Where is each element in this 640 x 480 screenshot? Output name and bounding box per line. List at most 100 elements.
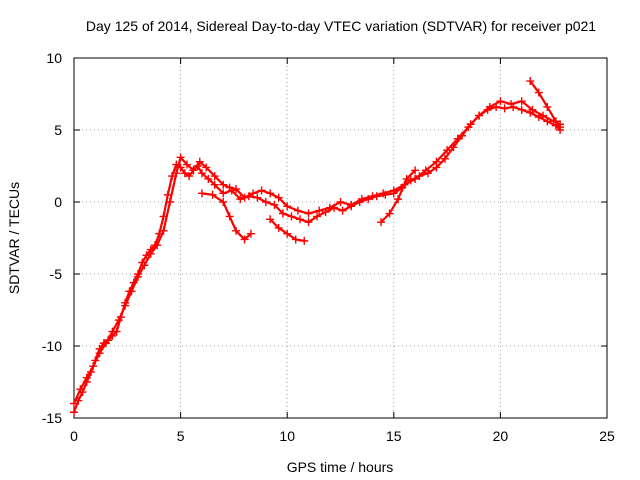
data-point [432,157,441,166]
data-point [70,399,78,408]
y-tick-label: 5 [54,122,62,138]
x-tick-label: 5 [177,428,185,444]
data-point [266,215,275,224]
data-point [89,362,98,371]
data-point [443,146,452,155]
data-point [219,189,228,198]
data-point [517,105,526,114]
data-point [195,157,204,166]
data-point [172,169,181,178]
data-point [146,249,155,258]
data-point [225,183,234,192]
data-series [70,97,565,408]
data-point [114,316,123,325]
y-axis-label: SDTVAR / TECUs [6,182,22,294]
y-tick-label: 0 [54,194,62,210]
data-point [240,193,249,202]
data-point [336,198,345,206]
data-point [300,236,309,245]
data-point [475,111,484,120]
data-point [219,198,228,206]
data-point [385,209,394,218]
data-point [140,261,149,270]
x-tick-label: 25 [599,428,615,444]
data-point [440,154,449,163]
data-point [249,189,258,198]
data-point [165,198,174,206]
data-point [411,166,420,175]
data-point [82,373,91,382]
x-tick-label: 10 [279,428,295,444]
data-point [197,169,206,178]
data-point [176,153,185,162]
chart-title: Day 125 of 2014, Sidereal Day-to-day VTE… [86,18,596,34]
data-point [389,186,398,195]
data-point [266,189,275,198]
data-point [121,301,130,310]
data-point [210,172,219,181]
data-point [232,185,241,194]
data-point [246,229,255,238]
data-point [274,223,283,232]
data-point [528,105,537,114]
y-tick-label: -5 [50,266,63,282]
data-point [180,169,189,178]
data-point [347,200,356,209]
data-point [485,102,494,111]
data-point [453,134,462,143]
plot-frame [73,57,608,419]
data-point [261,198,270,206]
data-point [236,195,245,204]
data-point [315,206,324,215]
data-point [464,123,473,132]
data-point [313,212,322,221]
data-point [204,174,213,183]
x-tick-label: 0 [70,428,78,444]
data-point [70,408,78,417]
data-point [208,190,217,199]
data-point [95,349,104,358]
data-series [197,189,255,244]
series-line [72,100,561,405]
data-point [304,209,313,218]
x-tick-label: 20 [493,428,509,444]
data-point [551,117,560,126]
data-point [210,180,219,189]
data-point [411,174,420,183]
data-point [253,193,262,202]
data-point [270,200,279,209]
data-point [101,339,110,348]
data-point [257,186,266,195]
y-tick-label: -15 [42,410,62,426]
data-point [517,97,526,106]
data-point [197,189,206,198]
data-point [556,123,565,132]
y-tick-label: -10 [42,338,62,354]
data-point [368,192,377,201]
data-point [500,104,509,113]
data-point [225,212,234,221]
grid-layer [74,58,607,418]
data-series [266,215,309,245]
data-point [543,102,552,111]
data-point [507,100,516,109]
data-series [377,166,420,227]
data-point [338,206,347,215]
data-point [526,77,535,86]
data-series [70,102,565,417]
data-point [291,235,300,244]
data-point [127,287,136,296]
data-point [278,209,287,218]
data-point [402,174,411,183]
data-point [293,206,302,215]
x-tick-label: 15 [386,428,402,444]
data-point [539,111,548,120]
data-point [379,189,388,198]
data-series [526,77,565,132]
data-point [133,272,142,281]
data-point [421,166,430,175]
data-point [534,88,543,97]
data-point [377,218,386,227]
data-point [202,163,211,172]
